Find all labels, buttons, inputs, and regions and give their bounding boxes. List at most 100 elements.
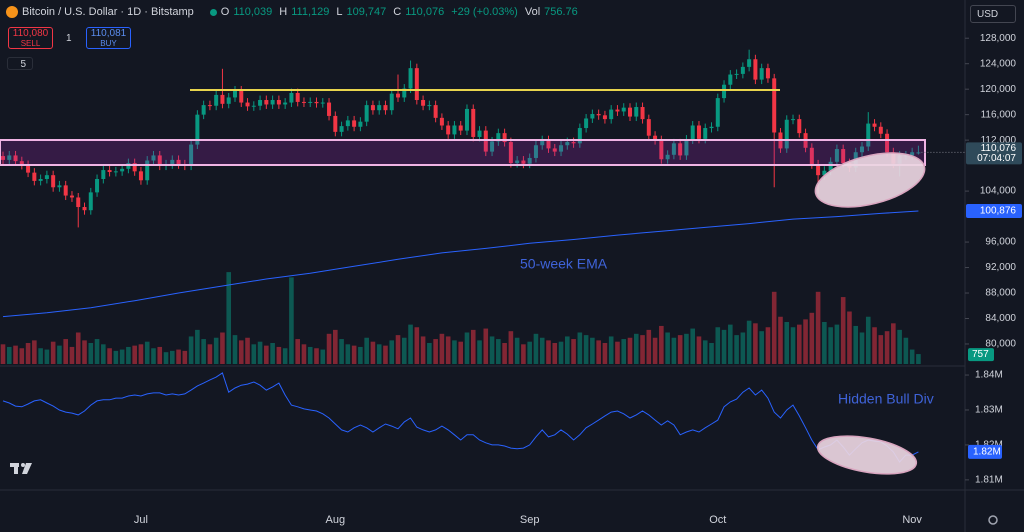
volume-bar [307,346,313,364]
candle-body [308,101,313,103]
candle-body [402,88,407,98]
volume-bar [445,336,451,364]
volume-bar [803,319,808,364]
candle-body [734,73,739,75]
candle-body [7,155,12,160]
candle-body [640,107,645,120]
volume-bar [345,344,351,364]
volume-bar [433,339,438,364]
volume-bar [226,272,232,364]
candle-body [602,115,607,120]
volume-bar [746,320,752,364]
candle-body [464,108,469,131]
volume-bar [75,332,81,364]
volume-bar [702,340,708,364]
volume-bar [489,336,495,364]
candle-body [521,160,526,164]
ema-badge [966,203,1022,218]
buy-button[interactable]: 110,081 BUY [86,27,131,49]
candle-body [76,197,81,208]
volume-bar [207,344,213,364]
volume-bar [470,329,476,364]
candle-body [527,157,532,164]
candle-body [866,123,871,147]
indicators-toggle[interactable]: 5 [7,57,33,70]
candle-body [145,160,150,181]
volume-bar [796,324,802,364]
volume-bar [358,346,363,364]
settings-icon[interactable] [988,515,998,525]
volume-bar [389,340,395,364]
x-tick-label: Sep [520,514,540,526]
ema-line [2,210,919,318]
volume-bar [790,327,796,364]
volume-bar [282,348,288,364]
volume-badge [968,348,994,362]
candle-body [63,185,68,196]
ohlc-key: L [336,6,343,18]
candle-body [439,117,444,126]
candle-body [916,152,921,154]
candle-body [207,105,212,107]
candle-body [258,100,263,106]
volume-bar [0,344,6,364]
volume-bar [809,312,815,364]
logo-part [21,463,25,467]
candle-body [389,93,394,111]
volume-bar [558,341,564,364]
volume-bar [521,344,526,364]
candle-body [841,149,846,164]
candle-body [452,125,457,135]
candle-body [571,142,576,144]
volume-bar [339,339,344,364]
candle-body [408,68,413,89]
indicator-last-label: 1.82M [973,447,1001,458]
highlight-ellipse [814,152,926,208]
sell-button[interactable]: 110,080 SELL [8,27,53,49]
volume-last-label: 757 [972,349,989,360]
candle-body [370,105,375,111]
tv-logo [10,463,32,474]
coin-icon [6,6,18,18]
candle-body [765,68,770,79]
volume-bar [452,340,457,364]
volume-bar [326,333,332,364]
volume-bar [740,332,746,364]
highlight-ellipse [816,435,918,475]
candle-body [559,145,564,152]
candle-body [13,155,18,162]
candle-body [264,100,269,105]
volume-bar [533,333,539,364]
candle-body [458,125,463,131]
candle-body [696,125,701,139]
y-tick-label: 116,000 [981,109,1017,120]
volume-bar [427,343,432,364]
sell-label: SELL [20,39,41,48]
volume-bar [565,336,570,364]
currency-select[interactable]: USD [970,5,1016,23]
candle-body [352,120,357,127]
y-tick-label: 92,000 [985,262,1016,273]
candle-body [189,144,194,166]
y-tick-label: 1.83M [975,405,1003,416]
volume-key: Vol [524,6,541,18]
volume-bar [878,335,884,364]
volume-bar [264,345,269,364]
candle-body [590,114,595,119]
candle-body [345,120,350,127]
volume-bar [364,337,369,364]
candle-body [728,74,733,85]
volume-bar [32,340,37,364]
volume-bar [577,332,583,364]
candle-body [107,170,112,172]
volume-bar [916,354,921,364]
candle-body [540,140,545,146]
y-tick-label: 96,000 [985,237,1016,248]
candle-body [433,105,438,118]
volume-bar [119,349,125,364]
candle-body [396,93,401,98]
candle-body [885,133,890,153]
volume-bar [439,333,445,364]
volume-bar [815,291,821,364]
